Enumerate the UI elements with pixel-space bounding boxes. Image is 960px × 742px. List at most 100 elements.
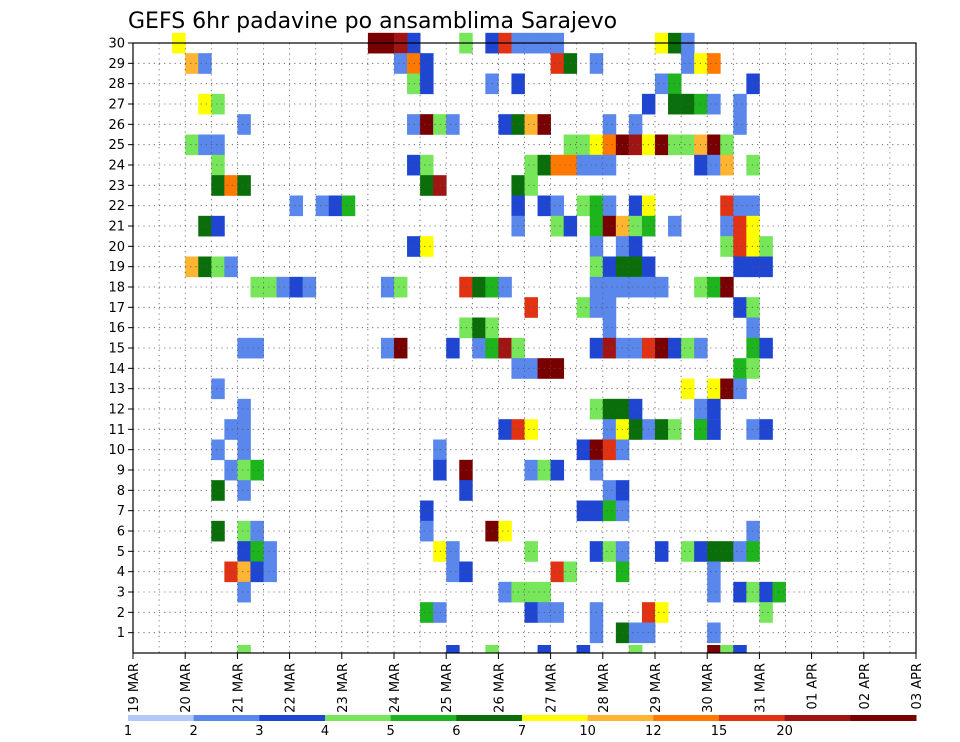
x-axis-ticks: 19 MAR 20 MAR 21 MAR 22 MAR 23 MAR 24 MAR 25 M… — [127, 653, 925, 713]
heatmap-cell — [759, 337, 773, 359]
y-tick-label: 25 — [108, 138, 125, 153]
colorbar-label: 7 — [518, 724, 526, 739]
heatmap-cell — [550, 358, 565, 379]
heatmap-cell — [185, 134, 199, 156]
heatmap-cell — [628, 398, 643, 420]
heatmap-cell — [733, 256, 747, 278]
heatmap-cell — [746, 337, 760, 359]
dotted-grid — [133, 42, 916, 653]
colorbar-swatch — [259, 715, 326, 721]
heatmap-cell — [733, 236, 747, 257]
heatmap-cell — [446, 645, 460, 654]
heatmap-cell — [498, 520, 512, 542]
heatmap-cell — [628, 276, 643, 298]
heatmap-cell — [720, 645, 734, 654]
heatmap-cell — [707, 53, 721, 74]
heatmap-cell — [628, 236, 643, 257]
heatmap-cell — [224, 459, 238, 481]
colorbar-label: 20 — [776, 724, 793, 739]
heatmap-cell — [211, 215, 225, 237]
heatmap-cell — [576, 195, 591, 217]
heatmap-cell — [655, 276, 669, 298]
heatmap-cell — [733, 645, 747, 654]
heatmap-cell — [524, 114, 538, 135]
heatmap-cell — [328, 195, 343, 217]
y-tick-label: 3 — [117, 586, 125, 601]
heatmap-cell — [211, 378, 225, 400]
heatmap-cell — [237, 480, 251, 501]
colorbar-label: 5 — [387, 724, 395, 739]
heatmap-cell — [602, 480, 617, 501]
heatmap-cell — [602, 419, 617, 440]
x-tick-label: 25 MAR — [440, 663, 455, 713]
heatmap-cell — [733, 215, 747, 237]
heatmap-cell — [707, 276, 721, 298]
heatmap-cell — [289, 195, 304, 217]
colorbar-swatch — [587, 715, 654, 721]
heatmap-cell — [446, 337, 460, 359]
heatmap-cell — [628, 645, 643, 654]
y-tick-label: 11 — [108, 423, 125, 438]
heatmap-cell — [681, 337, 695, 359]
heatmap-cell — [681, 53, 695, 74]
heatmap-cell — [628, 114, 643, 135]
heatmap-cell — [224, 256, 238, 278]
heatmap-cell — [524, 358, 538, 379]
heatmap-cell — [250, 459, 264, 481]
heatmap-cell — [628, 215, 643, 237]
y-tick-label: 26 — [108, 118, 125, 133]
heatmap-cell — [237, 337, 251, 359]
heatmap-cell — [524, 541, 538, 562]
colorbar-swatch — [653, 715, 720, 721]
heatmap-cell — [576, 500, 591, 522]
heatmap-cell — [498, 276, 512, 298]
heatmap-cell — [289, 276, 304, 298]
colorbar-label: 3 — [255, 724, 263, 739]
x-tick-label: 27 MAR — [545, 663, 560, 713]
heatmap-cell — [602, 398, 617, 420]
heatmap-cell — [602, 195, 617, 217]
heatmap-cell — [681, 134, 695, 156]
heatmap-cell — [655, 337, 669, 359]
heatmap-cell — [602, 134, 617, 156]
heatmap-cell — [550, 602, 565, 623]
heatmap-cell — [472, 276, 486, 298]
heatmap-cell — [524, 419, 538, 440]
heatmap-cell — [746, 297, 760, 318]
heatmap-cell — [237, 398, 251, 420]
heatmap-cell — [550, 561, 565, 583]
heatmap-cell — [707, 134, 721, 156]
heatmap-cell — [263, 541, 277, 562]
y-tick-label: 5 — [117, 545, 125, 560]
heatmap-cell — [681, 378, 695, 400]
heatmap-cell — [224, 175, 238, 196]
y-tick-label: 8 — [117, 484, 125, 499]
y-tick-label: 13 — [108, 382, 125, 397]
heatmap-cell — [185, 256, 199, 278]
heatmap-cell — [602, 337, 617, 359]
heatmap-cell — [550, 53, 565, 74]
heatmap-cell — [707, 93, 721, 115]
heatmap-cell — [733, 195, 747, 217]
heatmap-cell — [746, 195, 760, 217]
heatmap-cell — [746, 419, 760, 440]
heatmap-cell — [628, 337, 643, 359]
x-tick-label: 31 MAR — [753, 663, 768, 713]
heatmap-cell — [733, 297, 747, 318]
heatmap-cell — [263, 561, 277, 583]
heatmap-cell — [211, 439, 225, 461]
x-tick-label: 02 APR — [858, 663, 873, 709]
heatmap-cell — [576, 297, 591, 318]
y-tick-label: 21 — [108, 220, 125, 235]
x-tick-label: 28 MAR — [597, 663, 612, 713]
colorbar-swatch — [719, 715, 786, 721]
heatmap-cell — [446, 541, 460, 562]
heatmap-cell — [772, 581, 786, 603]
heatmap-cell — [394, 276, 408, 298]
heatmap-cell — [472, 337, 486, 359]
heatmap-cell — [250, 276, 264, 298]
y-tick-label: 24 — [108, 159, 125, 174]
heatmap-cell — [420, 73, 434, 95]
heatmap-cell — [655, 73, 669, 95]
y-tick-label: 6 — [117, 525, 125, 540]
